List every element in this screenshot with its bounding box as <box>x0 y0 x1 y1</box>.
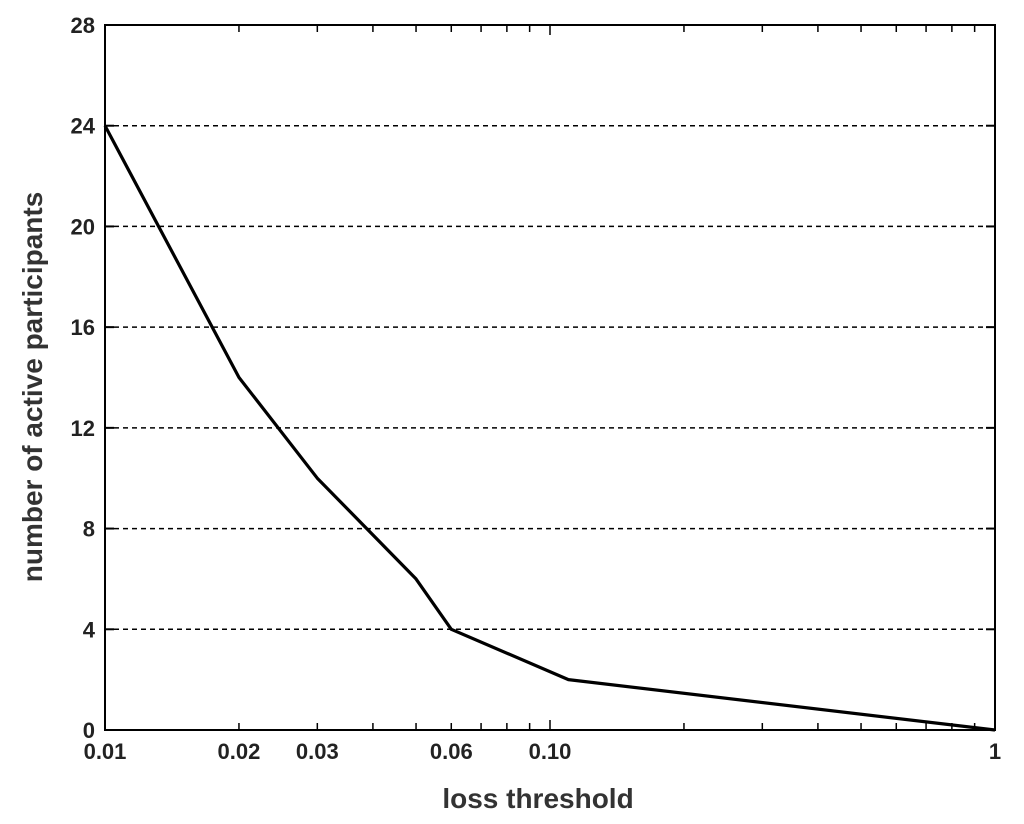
plot-frame <box>104 24 996 731</box>
y-tick-label: 4 <box>83 617 96 642</box>
y-tick-label: 12 <box>71 416 95 441</box>
x-tick-label: 0.06 <box>430 739 473 764</box>
y-tick-label: 20 <box>71 214 95 239</box>
gridlines <box>105 124 995 631</box>
y-tick-label: 0 <box>83 718 95 743</box>
x-tick-labels: 0.01 0.02 0.03 0.06 0.10 1 <box>84 739 1002 764</box>
x-axis-title: loss threshold <box>442 783 633 814</box>
x-minor-ticks <box>104 25 976 730</box>
x-tick-label: 0.01 <box>84 739 127 764</box>
x-tick-label: 1 <box>989 739 1001 764</box>
y-tick-label: 16 <box>71 315 95 340</box>
x-tick-label: 0.02 <box>218 739 261 764</box>
y-tick-labels: 0 4 8 12 16 20 24 28 <box>71 13 96 743</box>
y-tick-label: 28 <box>71 13 95 38</box>
series-line <box>103 124 996 732</box>
y-tick-label: 24 <box>71 114 96 139</box>
x-tick-label: 0.10 <box>529 739 572 764</box>
y-tick-label: 8 <box>83 517 95 542</box>
y-axis-title: number of active participants <box>17 192 48 583</box>
x-tick-label: 0.03 <box>296 739 339 764</box>
